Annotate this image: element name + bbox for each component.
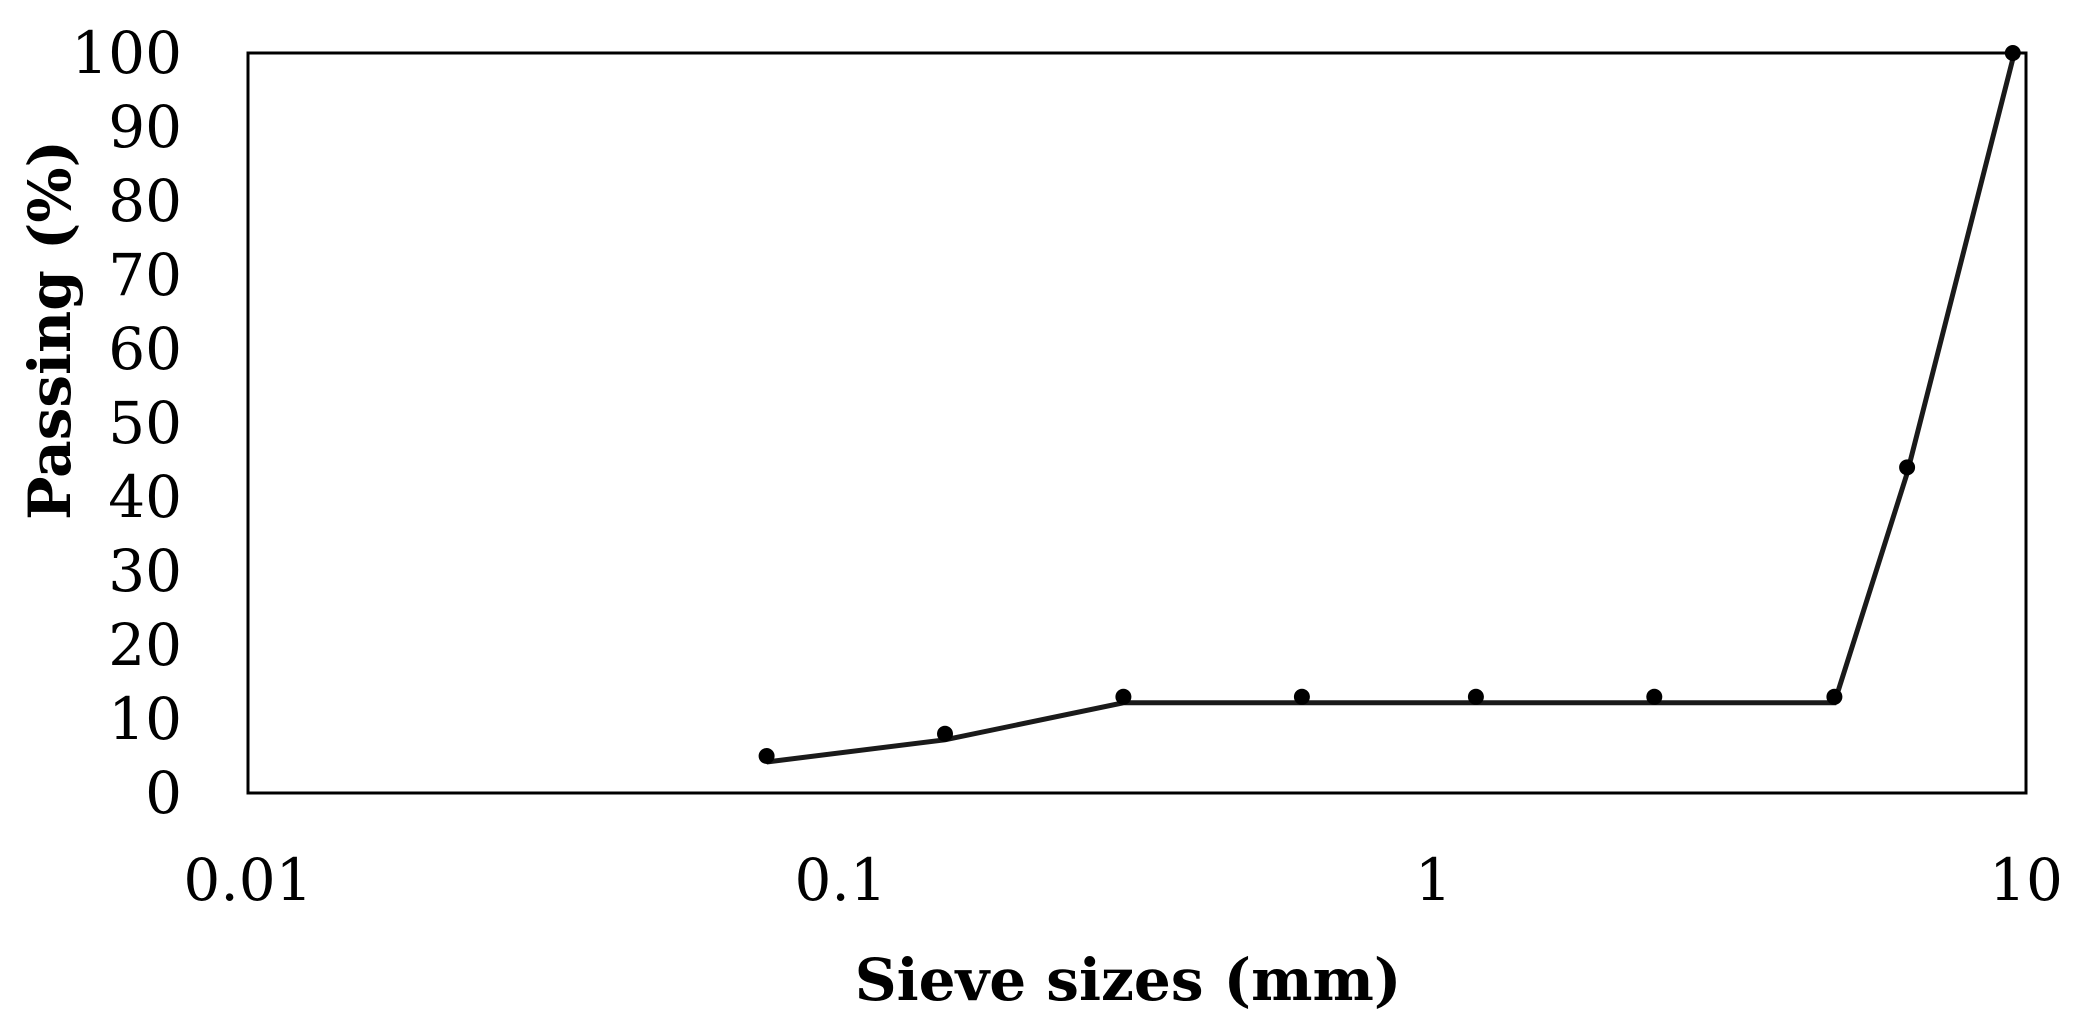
data-point-marker: [2004, 45, 2021, 61]
y-tick-label: 70: [108, 241, 182, 309]
data-point-marker: [1293, 688, 1310, 705]
x-tick-labels: 0.01 0.1 1 10: [183, 846, 2062, 914]
y-tick-label: 20: [108, 611, 182, 679]
y-tick-label: 0: [145, 759, 182, 827]
y-tick-label: 100: [71, 19, 182, 87]
x-tick-label: 1: [1415, 846, 1452, 914]
x-axis-title: Sieve sizes (mm): [855, 946, 1402, 1014]
y-tick-label: 10: [108, 685, 182, 753]
data-point-marker: [758, 748, 775, 764]
data-point-marker: [937, 725, 953, 742]
y-tick-label: 90: [108, 93, 182, 161]
x-tick-label: 10: [1989, 846, 2063, 914]
data-point-marker: [1826, 688, 1843, 705]
data-point-marker: [1646, 688, 1663, 705]
y-tick-label: 60: [108, 315, 182, 383]
data-point-marker: [1115, 688, 1132, 705]
series-markers: [758, 45, 2021, 764]
data-point-marker: [1899, 459, 1916, 476]
y-tick-label: 40: [108, 463, 182, 531]
y-tick-label: 30: [108, 537, 182, 605]
data-point-marker: [1467, 688, 1484, 705]
series-line: [766, 58, 2016, 765]
x-tick-label: 0.1: [795, 846, 887, 914]
y-axis-title: Passing (%): [16, 140, 84, 520]
plot-area-border: [246, 51, 2028, 795]
y-tick-label: 80: [108, 167, 182, 235]
y-tick-label: 50: [108, 389, 182, 457]
x-tick-label: 0.01: [183, 846, 312, 914]
